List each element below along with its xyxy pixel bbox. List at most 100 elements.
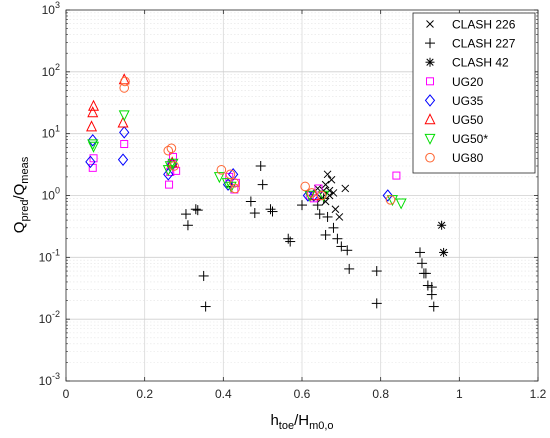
data-point xyxy=(335,213,344,221)
data-point xyxy=(216,165,227,175)
data-point xyxy=(395,198,407,210)
data-point xyxy=(329,189,338,197)
y-tick-label: 103 xyxy=(42,0,60,17)
x-tick-label: 1.2 xyxy=(530,387,547,401)
y-tick-labels: 10-3 10-2 10-1 100 101 102 103 xyxy=(39,0,60,388)
data-point xyxy=(297,200,307,211)
data-point xyxy=(225,169,236,180)
data-point xyxy=(117,153,129,166)
data-point xyxy=(304,190,316,202)
x-tick-label: 0.2 xyxy=(136,387,153,401)
data-point xyxy=(426,282,437,293)
data-point xyxy=(322,211,333,222)
data-point xyxy=(316,190,327,201)
data-point xyxy=(392,171,401,180)
data-point xyxy=(249,208,260,219)
marker-stroke xyxy=(321,197,330,206)
y-tick-label: 101 xyxy=(42,124,60,141)
series-clash-227 xyxy=(180,160,439,312)
legend-marker xyxy=(426,20,434,28)
data-point xyxy=(169,161,179,171)
marker-stroke xyxy=(331,205,340,214)
x-tick-label: 0 xyxy=(63,387,70,401)
data-point xyxy=(415,247,425,258)
data-point xyxy=(85,155,96,169)
data-point xyxy=(323,170,332,179)
data-point xyxy=(182,220,193,231)
data-points xyxy=(85,73,449,312)
data-point xyxy=(213,172,225,184)
y-tick-label: 102 xyxy=(42,62,60,79)
data-point xyxy=(117,116,129,128)
legend-entry-label: CLASH 226 xyxy=(452,18,516,32)
data-point xyxy=(332,233,343,244)
data-point xyxy=(230,183,240,194)
y-tick-label: 10-3 xyxy=(39,371,60,388)
legend-entry-label: UG35 xyxy=(452,94,484,108)
legend-entry-label: CLASH 227 xyxy=(452,37,516,51)
data-point xyxy=(86,120,98,132)
data-point xyxy=(231,178,240,187)
marker-stroke xyxy=(319,186,328,195)
data-point xyxy=(190,204,201,215)
data-point xyxy=(229,178,240,188)
legend-marker xyxy=(425,57,435,67)
x-tick-label: 0.4 xyxy=(215,387,232,401)
data-point xyxy=(283,233,294,244)
data-point xyxy=(257,179,268,190)
data-point xyxy=(180,209,191,220)
data-point xyxy=(371,298,382,309)
data-point xyxy=(319,186,328,195)
legend-entry-label: UG80 xyxy=(452,151,484,165)
data-point xyxy=(245,196,256,207)
data-point xyxy=(87,106,99,118)
axis-ticks xyxy=(65,9,539,382)
legend-marker xyxy=(426,77,434,86)
data-point xyxy=(119,126,130,139)
legend-entry-label: UG50 xyxy=(452,113,484,127)
marker-stroke xyxy=(329,189,338,197)
data-point xyxy=(166,143,177,154)
y-tick-label: 10-1 xyxy=(39,247,60,264)
data-point xyxy=(341,184,350,193)
marker-stroke xyxy=(327,175,336,184)
data-point xyxy=(165,180,174,189)
data-point xyxy=(314,209,325,220)
data-point xyxy=(87,134,98,147)
data-point xyxy=(382,189,393,202)
marker-stroke xyxy=(323,170,332,179)
marker-stroke xyxy=(426,58,434,66)
legend-entry-label: UG50* xyxy=(452,132,488,146)
data-point xyxy=(336,241,347,252)
x-tick-label: 0.6 xyxy=(294,387,311,401)
data-point xyxy=(119,83,130,93)
data-point xyxy=(342,245,353,256)
series-ug20 xyxy=(88,140,401,203)
data-point xyxy=(87,139,99,151)
marker-stroke xyxy=(341,184,350,193)
legend-marker xyxy=(424,133,436,145)
data-point xyxy=(255,160,266,171)
data-point xyxy=(331,205,340,214)
data-point xyxy=(228,168,239,181)
series-clash-42 xyxy=(437,220,449,257)
x-tick-labels: 0 0.2 0.4 0.6 0.8 1 1.2 xyxy=(63,387,547,401)
data-point xyxy=(163,168,174,181)
legend-marker xyxy=(425,152,435,163)
y-tick-label: 100 xyxy=(42,186,60,203)
data-point xyxy=(344,263,355,274)
legend-marker xyxy=(424,113,436,125)
data-point xyxy=(321,180,330,189)
legend: CLASH 226 CLASH 227 CLASH 42 UG20 UG35 UG50 UG… xyxy=(412,12,536,174)
data-point xyxy=(267,206,278,217)
legend-entry-label: CLASH 42 xyxy=(452,56,509,70)
data-point xyxy=(327,175,336,184)
data-point xyxy=(192,205,203,216)
x-tick-label: 0.8 xyxy=(372,387,389,401)
data-point xyxy=(163,145,174,156)
data-point xyxy=(198,270,209,281)
data-point xyxy=(416,258,427,269)
data-point xyxy=(428,301,439,312)
marker-stroke xyxy=(439,248,448,257)
